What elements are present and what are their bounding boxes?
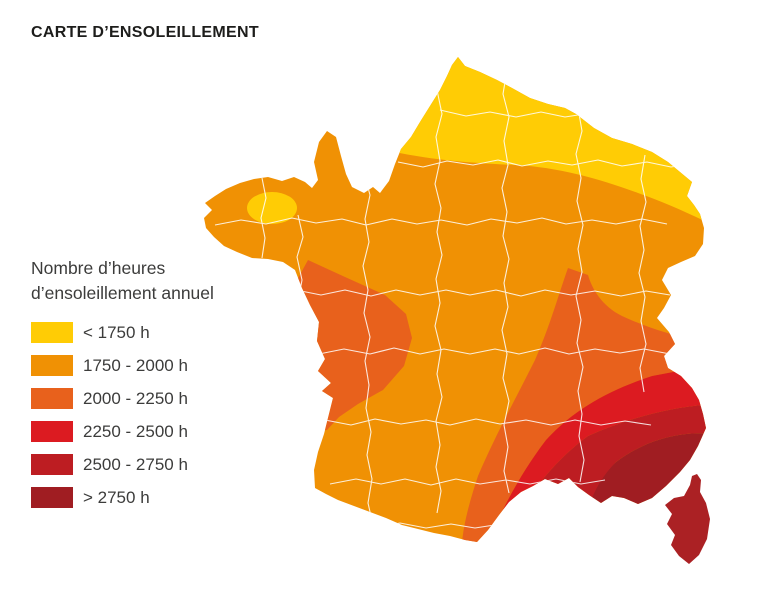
legend-item-2500-2750: 2500 - 2750 h bbox=[31, 454, 261, 475]
legend-items: < 1750 h 1750 - 2000 h 2000 - 2250 h 225… bbox=[31, 322, 261, 520]
legend-item-2250-2500: 2250 - 2500 h bbox=[31, 421, 261, 442]
mainland-france bbox=[204, 57, 706, 542]
legend-label-2000-2250: 2000 - 2250 h bbox=[83, 389, 188, 408]
legend-swatch-gt2750 bbox=[31, 487, 73, 508]
department-borders bbox=[214, 69, 698, 530]
legend-label-2500-2750: 2500 - 2750 h bbox=[83, 455, 188, 474]
legend-heading-line2: d’ensoleillement annuel bbox=[31, 283, 214, 303]
legend-label-1750-2000: 1750 - 2000 h bbox=[83, 356, 188, 375]
legend-item-gt2750: > 2750 h bbox=[31, 487, 261, 508]
legend-swatch-lt1750 bbox=[31, 322, 73, 343]
legend-item-1750-2000: 1750 - 2000 h bbox=[31, 355, 261, 376]
legend-item-2000-2250: 2000 - 2250 h bbox=[31, 388, 261, 409]
legend-swatch-2250-2500 bbox=[31, 421, 73, 442]
legend-label-gt2750: > 2750 h bbox=[83, 488, 150, 507]
legend-swatch-2000-2250 bbox=[31, 388, 73, 409]
legend-label-lt1750: < 1750 h bbox=[83, 323, 150, 342]
legend-swatch-1750-2000 bbox=[31, 355, 73, 376]
corsica bbox=[665, 474, 710, 564]
legend: Nombre d’heures d’ensoleillement annuel … bbox=[31, 256, 261, 520]
legend-heading: Nombre d’heures d’ensoleillement annuel bbox=[31, 256, 261, 306]
map-zone-lt1750-brittany-spot bbox=[247, 192, 297, 224]
legend-swatch-2500-2750 bbox=[31, 454, 73, 475]
legend-label-2250-2500: 2250 - 2500 h bbox=[83, 422, 188, 441]
map-zone-2000-2250-rhone bbox=[461, 268, 706, 542]
legend-heading-line1: Nombre d’heures bbox=[31, 258, 166, 278]
page-title: CARTE D’ENSOLEILLEMENT bbox=[31, 23, 259, 41]
legend-item-lt1750: < 1750 h bbox=[31, 322, 261, 343]
